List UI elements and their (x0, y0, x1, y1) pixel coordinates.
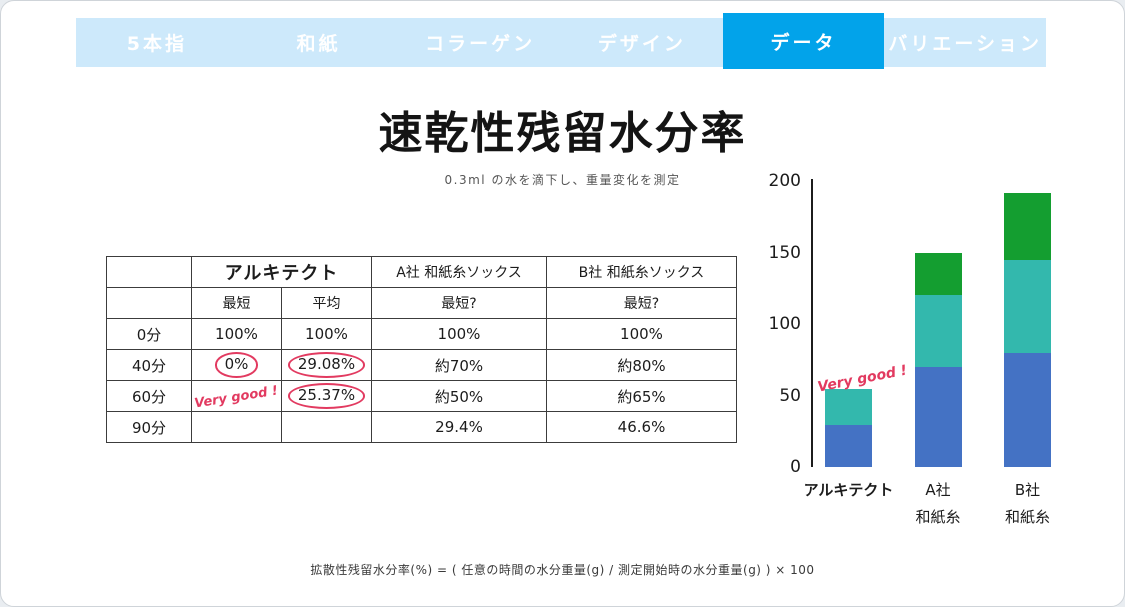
handwritten-note: Very good ! (193, 383, 280, 412)
table-header-row: アルキテクト A社 和紙糸ソックス B社 和紙糸ソックス (106, 256, 737, 288)
bar-segment-40分 (914, 366, 962, 467)
bar-1: アルキテクト (804, 389, 893, 499)
y-axis-tick: 100 (768, 314, 801, 334)
row-label: 90分 (106, 411, 192, 443)
bars-area: アルキテクト A社 和紙糸 B社 和紙糸 (804, 179, 1063, 526)
x-axis-label: アルキテクト (803, 481, 894, 499)
tab[interactable]: バリエーション (888, 33, 1042, 55)
y-axis-tick: 50 (779, 385, 801, 406)
red-circle-annotation: 29.08% (287, 352, 366, 378)
table-cell (281, 411, 372, 443)
table-row: 40分 0% 29.08% 約70% 約80% (106, 349, 737, 381)
y-axis-tick: 200 (768, 171, 801, 191)
cell-value: 29.08% (297, 355, 356, 374)
bar-segment-60分 (825, 389, 872, 426)
table-cell: 約80% (546, 349, 737, 381)
y-axis-tick: 150 (768, 242, 801, 263)
table-cell: 約70% (371, 349, 547, 381)
table-subheader-row: 最短 平均 最短? 最短? (106, 287, 737, 319)
table-cell: 100% (546, 318, 737, 350)
tab[interactable]: 和紙 (296, 33, 341, 55)
table-subheader: 最短? (371, 287, 547, 319)
row-label: 0分 (106, 318, 192, 350)
x-axis-label: A社 和紙糸 (915, 481, 961, 526)
table-subheader: 最短 (191, 287, 282, 319)
table-cell: 25.37% (281, 380, 372, 412)
x-axis-label: B社 和紙糸 (1004, 481, 1051, 526)
cell-value: 25.37% (297, 386, 356, 405)
table-cell: Very good ! (191, 380, 282, 412)
tab-active[interactable]: データ (722, 13, 885, 69)
table-cell: 100% (281, 318, 372, 350)
bar-3: B社 和紙糸 (1004, 193, 1051, 526)
table-header-company-b: B社 和紙糸ソックス (546, 256, 737, 288)
table-cell: 46.6% (546, 411, 737, 443)
bar-segment-60分 (1004, 259, 1051, 353)
table-cell: 29.08% (281, 349, 372, 381)
stacked-bar-chart: アルキテクト A社 和紙糸 B社 和紙糸 Very good ! 0 50 100 150… (769, 171, 1063, 526)
table-header-company-a: A社 和紙糸ソックス (371, 256, 547, 288)
table-row: 60分 Very good ! 25.37% 約50% 約65% (106, 380, 737, 412)
row-label: 60分 (106, 380, 192, 412)
table-cell-empty (106, 256, 192, 288)
table-subheader: 平均 (281, 287, 372, 319)
bar-segment-90分 (914, 253, 962, 296)
table-cell: 29.4% (371, 411, 547, 443)
subtitle: 0.3ml の水を滴下し、重量変化を測定 (444, 173, 681, 187)
tab[interactable]: デザイン (597, 33, 686, 55)
bar-segment-40分 (1004, 352, 1051, 467)
table-cell-empty (106, 287, 192, 319)
tab-bar: 5本指 和紙 コラーゲン デザイン データ バリエーション (76, 13, 1046, 69)
page-title: 速乾性残留水分率 (378, 108, 747, 159)
table-header-product: アルキテクト (191, 256, 372, 288)
row-label: 40分 (106, 349, 192, 381)
y-axis-tick: 0 (790, 457, 801, 477)
table-row: 90分 29.4% 46.6% (106, 411, 737, 443)
red-circle-annotation: 0% (214, 352, 259, 378)
formula-note: 拡散性残留水分率(%) = ( 任意の時間の水分重量(g) / 測定開始時の水分… (310, 563, 815, 577)
data-table: アルキテクト A社 和紙糸ソックス B社 和紙糸ソックス 最短 平均 最短? 最… (106, 256, 737, 443)
red-circle-annotation: 25.37% (287, 383, 366, 409)
table-cell (191, 411, 282, 443)
table-row: 0分 100% 100% 100% 100% (106, 318, 737, 350)
bar-segment-60分 (914, 295, 962, 367)
table-cell: 100% (371, 318, 547, 350)
bar-2: A社 和紙糸 (914, 253, 962, 526)
tab[interactable]: 5本指 (126, 33, 187, 55)
table-subheader: 最短? (546, 287, 737, 319)
cell-value: 0% (224, 355, 249, 374)
bar-segment-90分 (1004, 193, 1051, 260)
tab[interactable]: コラーゲン (425, 33, 536, 55)
table-cell: 0% (191, 349, 282, 381)
table-cell: 約50% (371, 380, 547, 412)
table-cell: 約65% (546, 380, 737, 412)
bar-segment-40分 (825, 425, 872, 467)
table-cell: 100% (191, 318, 282, 350)
